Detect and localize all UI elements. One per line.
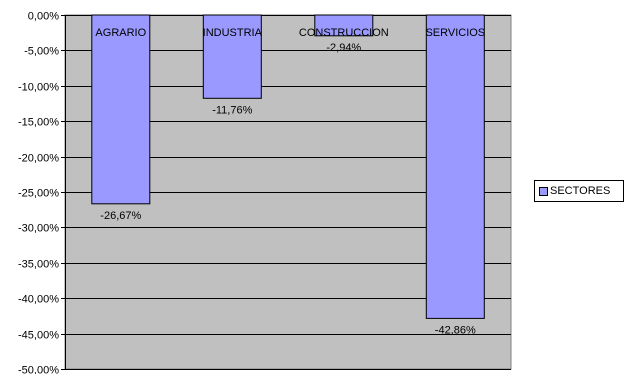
- x-tick-label: AGRARIO: [95, 27, 146, 39]
- y-tick-label: -15,00%: [18, 117, 59, 129]
- y-tick-label: -5,00%: [24, 46, 59, 58]
- bar: [425, 14, 485, 319]
- y-tick-label: -40,00%: [18, 294, 59, 306]
- y-tick-label: 0,00%: [28, 11, 59, 23]
- y-tick-label: -20,00%: [18, 153, 59, 165]
- bar: [314, 14, 374, 37]
- data-label: -2,94%: [326, 42, 361, 54]
- x-tick-label: SERVICIOS: [425, 27, 485, 39]
- data-label: -26,67%: [100, 210, 141, 222]
- bar: [202, 14, 262, 99]
- y-tick-label: -45,00%: [18, 330, 59, 342]
- legend: SECTORES: [534, 180, 624, 202]
- legend-label: SECTORES: [550, 185, 611, 197]
- y-tick-label: -35,00%: [18, 259, 59, 271]
- x-tick-label: CONSTRUCCION: [299, 27, 389, 39]
- data-label: -42,86%: [435, 324, 476, 336]
- data-label: -11,76%: [212, 104, 252, 116]
- y-tick-label: -25,00%: [18, 188, 59, 200]
- x-tick-label: INDUSTRIA: [203, 27, 263, 39]
- legend-swatch: [539, 186, 548, 196]
- y-tick-label: -30,00%: [18, 223, 59, 235]
- bar: [91, 14, 151, 205]
- y-tick-label: -10,00%: [18, 82, 59, 94]
- y-tick-label: -50,00%: [18, 365, 59, 374]
